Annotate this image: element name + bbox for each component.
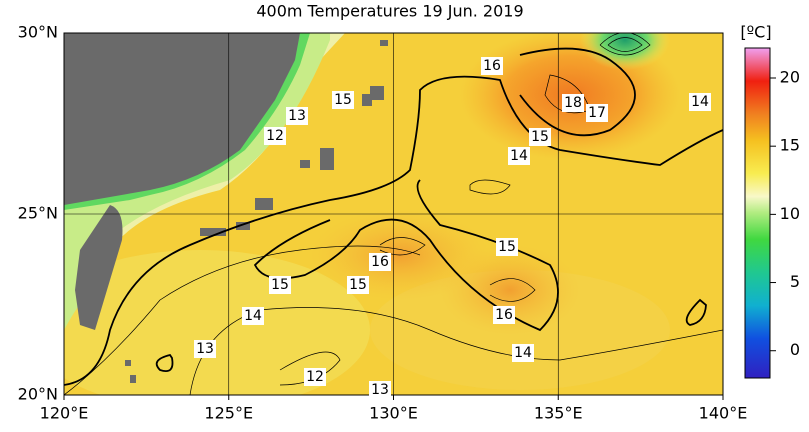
contour-label-box	[264, 127, 286, 145]
colorbar-unit: [ºC]	[740, 23, 771, 42]
contour-label: 17	[588, 105, 606, 121]
colorbar-tick-label: 5	[790, 272, 800, 291]
x-tick-label: 135°E	[534, 404, 583, 423]
contour-label-box	[512, 344, 534, 362]
contour-label-box	[689, 93, 711, 111]
contour-label: 18	[564, 95, 582, 111]
contour-label: 15	[271, 277, 289, 293]
contour-label: 13	[371, 382, 389, 398]
contour-label: 15	[349, 277, 367, 293]
contour-label-box	[304, 368, 326, 386]
contour-label-box	[586, 104, 608, 122]
x-tick-label: 140°E	[699, 404, 748, 423]
colorbar-tick-label: 15	[780, 136, 800, 155]
contour-label: 12	[266, 128, 284, 144]
contour-label: 15	[334, 92, 352, 108]
contour-label: 14	[510, 148, 528, 164]
contour-label-box	[286, 107, 308, 125]
colorbar-tick-label: 10	[780, 204, 800, 223]
contour-label: 13	[196, 341, 214, 357]
contour-label-box	[481, 57, 503, 75]
contour-label-box	[508, 147, 530, 165]
x-tick-label: 125°E	[204, 404, 253, 423]
contour-label: 12	[306, 369, 324, 385]
contour-label-box	[194, 340, 216, 358]
contour-label-box	[242, 307, 264, 325]
contour-label: 16	[495, 307, 513, 323]
contour-label: 13	[288, 108, 306, 124]
grid	[64, 33, 723, 395]
contour-label: 14	[514, 345, 532, 361]
contour-label-box	[269, 276, 291, 294]
colorbar-tick-label: 20	[780, 68, 800, 87]
contour-label: 14	[691, 94, 709, 110]
x-tick-label: 120°E	[40, 404, 89, 423]
contour-label-box	[562, 94, 584, 112]
contour-label-box	[493, 306, 515, 324]
contour-label-box	[529, 128, 551, 146]
y-tick-label: 30°N	[18, 23, 58, 42]
y-tick-label: 20°N	[18, 385, 58, 404]
contour-label: 15	[531, 129, 549, 145]
x-tick-label: 130°E	[369, 404, 418, 423]
colorbar-tick-label: 0	[790, 340, 800, 359]
contour-label-box	[347, 276, 369, 294]
colorbar	[744, 47, 771, 379]
contour-label-box	[369, 253, 391, 271]
map-title: 400m Temperatures 19 Jun. 2019	[256, 2, 523, 21]
contour-label: 16	[483, 58, 501, 74]
contour-label: 15	[498, 239, 516, 255]
contour-label: 14	[244, 308, 262, 324]
contour-label-box	[496, 238, 518, 256]
contour-label-box	[369, 381, 391, 399]
y-tick-label: 25°N	[18, 204, 58, 223]
contour-label-box	[332, 91, 354, 109]
map-field	[64, 33, 723, 395]
contour-label: 16	[371, 254, 389, 270]
